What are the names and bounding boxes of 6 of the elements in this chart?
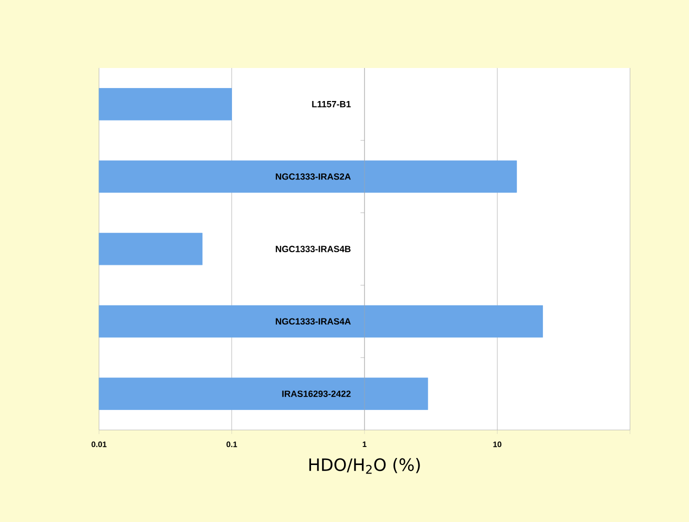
y-tick-label: NGC1333-IRAS2A [276, 173, 351, 180]
x-axis-title: HDO/H$_{2}$O (%) [309, 458, 420, 474]
y-tick-label: L1157-B1 [312, 101, 351, 108]
y-tick-label: IRAS16293-2422 [282, 390, 351, 397]
y-tick-label: NGC1333-IRAS4B [276, 246, 351, 252]
y-tick-label: NGC1333-IRAS4A [276, 318, 351, 325]
